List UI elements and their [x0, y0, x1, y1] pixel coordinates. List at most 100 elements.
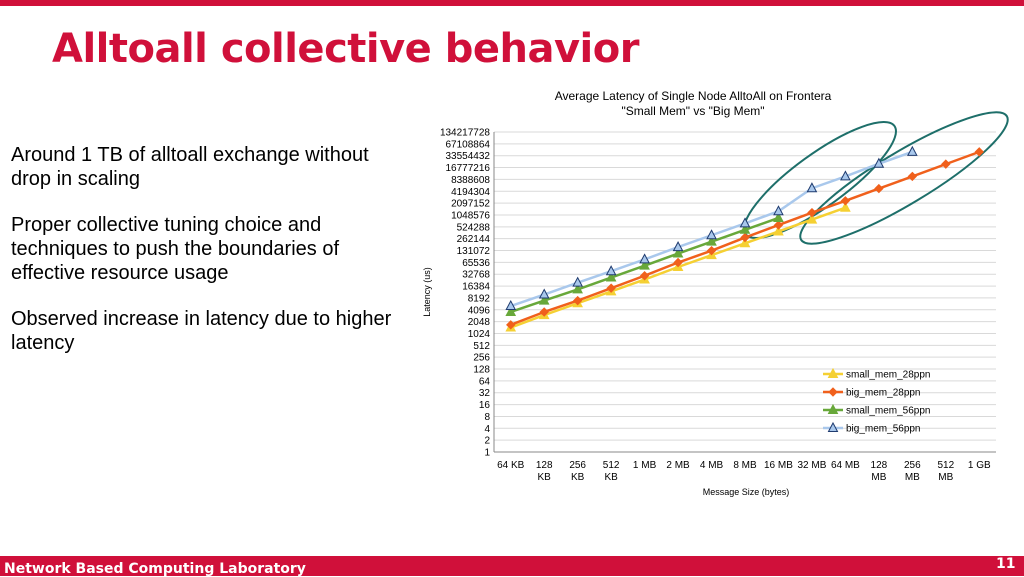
data-point [907, 171, 918, 182]
y-tick-label: 8388608 [451, 175, 490, 186]
data-point [827, 367, 839, 378]
data-point [827, 403, 839, 414]
legend-label: small_mem_28ppn [846, 370, 931, 381]
footer-label: Network Based Computing Laboratory [4, 561, 306, 577]
data-point [672, 247, 684, 258]
data-point [572, 276, 583, 287]
x-tick-label: 256 MB [904, 460, 921, 483]
y-tick-label: 16384 [462, 282, 490, 293]
data-point [506, 320, 516, 330]
y-tick-label: 16 [479, 400, 491, 411]
x-tick-label: 128 KB [536, 460, 553, 483]
data-point [740, 232, 750, 243]
y-tick-label: 1 [484, 448, 490, 459]
y-tick-label: 67108864 [446, 139, 491, 150]
x-tick-label: 64 KB [497, 460, 525, 471]
x-tick-label: 8 MB [733, 460, 757, 471]
data-point [806, 213, 818, 224]
data-point [706, 245, 717, 256]
x-tick-label: 1 GB [968, 460, 991, 471]
data-point [806, 182, 818, 193]
y-tick-label: 2097152 [451, 199, 490, 210]
data-point [538, 294, 550, 305]
data-point [605, 271, 617, 282]
data-point [639, 259, 650, 270]
y-tick-label: 128 [473, 365, 490, 376]
y-tick-label: 1048576 [451, 210, 490, 221]
y-tick-label: 512 [473, 341, 490, 352]
x-tick-label: 512 MB [937, 460, 954, 483]
x-tick-label: 1 MB [633, 460, 657, 471]
y-tick-label: 2 [484, 436, 490, 447]
footer-bar: Network Based Computing Laboratory [0, 556, 1024, 577]
legend-label: big_mem_28ppn [846, 388, 921, 399]
data-point [672, 241, 684, 252]
x-axis-label: Message Size (bytes) [703, 487, 790, 497]
x-tick-label: 128 MB [871, 460, 888, 483]
data-point [807, 207, 817, 218]
data-point [539, 307, 549, 317]
top-accent-bar [0, 0, 1024, 6]
legend-label: big_mem_56ppn [846, 424, 921, 435]
x-tick-label: 64 MB [831, 460, 860, 471]
chart-subtitle: "Small Mem" vs "Big Mem" [621, 104, 764, 118]
chart-title: Average Latency of Single Node AlltoAll … [555, 89, 832, 103]
x-tick-label: 512 KB [603, 460, 620, 483]
y-tick-label: 4194304 [451, 187, 490, 198]
series-line [510, 150, 913, 308]
y-tick-label: 16777216 [446, 163, 491, 174]
x-tick-label: 2 MB [666, 460, 690, 471]
y-tick-label: 524288 [457, 222, 491, 233]
x-tick-label: 32 MB [797, 460, 826, 471]
y-tick-label: 2048 [468, 317, 491, 328]
data-point [639, 253, 650, 264]
y-tick-label: 134217728 [440, 128, 490, 139]
data-point [840, 201, 851, 212]
data-point [538, 288, 550, 299]
y-tick-label: 262144 [457, 234, 491, 245]
data-point [505, 299, 517, 311]
latency-chart: Average Latency of Single Node AlltoAll … [422, 89, 1009, 497]
data-point [706, 229, 717, 240]
data-point [505, 305, 517, 316]
y-tick-label: 256 [473, 353, 490, 364]
x-tick-label: 256 KB [569, 460, 586, 483]
y-tick-label: 1024 [468, 329, 491, 340]
bullet-1: Around 1 TB of alltoall exchange without… [11, 144, 369, 190]
data-point [706, 235, 717, 246]
data-point [907, 145, 918, 156]
data-point [572, 295, 583, 306]
data-point [827, 421, 839, 432]
y-tick-label: 8 [484, 412, 490, 423]
y-tick-label: 33554432 [446, 151, 491, 162]
y-tick-label: 4096 [468, 305, 491, 316]
data-point [874, 183, 884, 194]
y-tick-label: 65536 [462, 258, 490, 269]
y-axis-label: Latency (us) [422, 267, 432, 317]
data-point [639, 271, 650, 281]
x-tick-label: 4 MB [700, 460, 724, 471]
y-tick-label: 4 [484, 424, 490, 435]
data-point [974, 147, 984, 157]
bullet-list: Around 1 TB of alltoall exchange without… [11, 143, 406, 377]
data-point [605, 265, 617, 276]
data-point [739, 237, 751, 248]
page-number: 11 [996, 556, 1016, 572]
legend-label: small_mem_56ppn [846, 406, 931, 417]
data-point [739, 223, 751, 234]
highlight-ellipse-lower [799, 111, 1009, 245]
data-point [773, 205, 784, 216]
bullet-3: Observed increase in latency due to high… [11, 308, 392, 354]
data-point [572, 283, 583, 294]
data-point [941, 159, 951, 169]
y-tick-label: 32768 [462, 270, 490, 281]
y-tick-label: 131072 [457, 246, 491, 257]
data-point [773, 211, 784, 222]
data-point [673, 257, 683, 268]
y-tick-label: 32 [479, 388, 491, 399]
data-point [773, 225, 784, 236]
data-point [606, 283, 616, 293]
data-point [828, 387, 838, 397]
x-tick-label: 16 MB [764, 460, 793, 471]
slide-title: Alltoall collective behavior [52, 26, 639, 72]
